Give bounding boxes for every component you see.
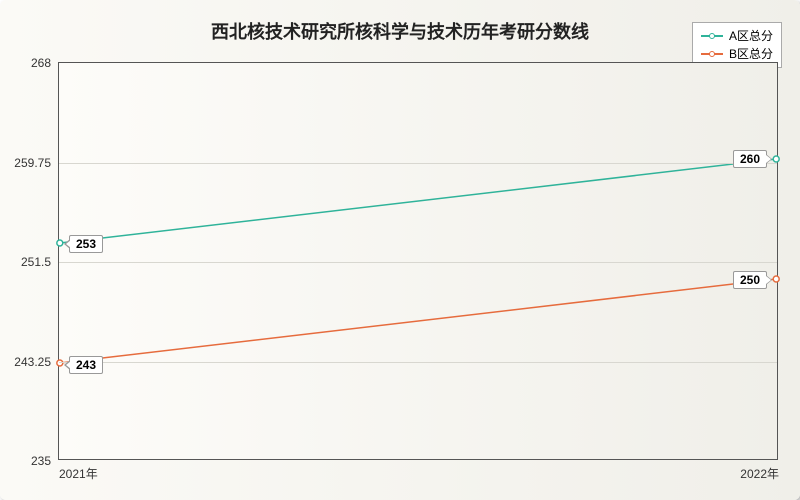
gridline [59, 362, 777, 363]
series-line [60, 159, 776, 243]
data-point [773, 156, 779, 162]
y-tick-label: 235 [31, 454, 59, 468]
y-tick-label: 243.25 [14, 355, 59, 369]
plot-area: 235243.25251.5259.752682021年2022年2532602… [58, 62, 778, 460]
legend-label-b: B区总分 [729, 45, 773, 63]
gridline [59, 262, 777, 263]
y-tick-label: 268 [31, 56, 59, 70]
legend-swatch-b [701, 53, 723, 55]
series-line [60, 279, 776, 363]
y-tick-label: 251.5 [21, 255, 59, 269]
value-label: 243 [69, 356, 103, 374]
value-label: 260 [733, 150, 767, 168]
chart-lines-svg [59, 63, 777, 459]
chart-title: 西北核技术研究所核科学与技术历年考研分数线 [0, 18, 800, 44]
legend-swatch-a [701, 35, 723, 37]
data-point [57, 240, 63, 246]
x-tick-label: 2021年 [59, 459, 98, 482]
gridline [59, 163, 777, 164]
legend-item-b: B区总分 [701, 45, 773, 63]
value-label: 250 [733, 271, 767, 289]
y-tick-label: 259.75 [14, 156, 59, 170]
legend-item-a: A区总分 [701, 27, 773, 45]
data-point [773, 276, 779, 282]
x-tick-label: 2022年 [740, 459, 779, 482]
legend-label-a: A区总分 [729, 27, 773, 45]
value-label: 253 [69, 235, 103, 253]
chart-container: 西北核技术研究所核科学与技术历年考研分数线 A区总分 B区总分 235 243.2… [0, 0, 800, 500]
